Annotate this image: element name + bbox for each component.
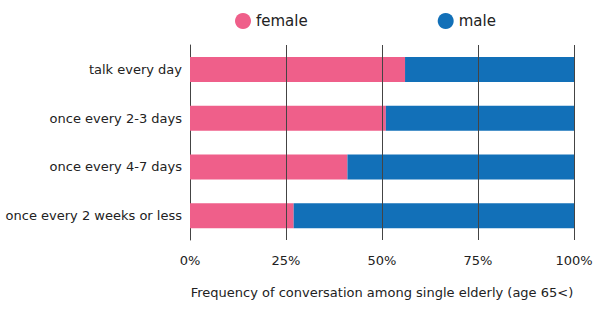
svg-text:once every 2 weeks or less: once every 2 weeks or less xyxy=(6,208,183,223)
svg-text:25%: 25% xyxy=(272,253,301,268)
svg-text:once every 2-3 days: once every 2-3 days xyxy=(50,111,183,126)
svg-text:female: female xyxy=(256,12,308,30)
svg-text:0%: 0% xyxy=(180,253,201,268)
svg-text:100%: 100% xyxy=(555,253,592,268)
svg-text:50%: 50% xyxy=(368,253,397,268)
svg-text:Frequency of conversation amon: Frequency of conversation among single e… xyxy=(191,285,574,300)
svg-text:75%: 75% xyxy=(464,253,493,268)
svg-text:male: male xyxy=(459,12,496,30)
svg-text:talk every day: talk every day xyxy=(89,62,182,77)
svg-text:once every 4-7 days: once every 4-7 days xyxy=(50,159,183,174)
